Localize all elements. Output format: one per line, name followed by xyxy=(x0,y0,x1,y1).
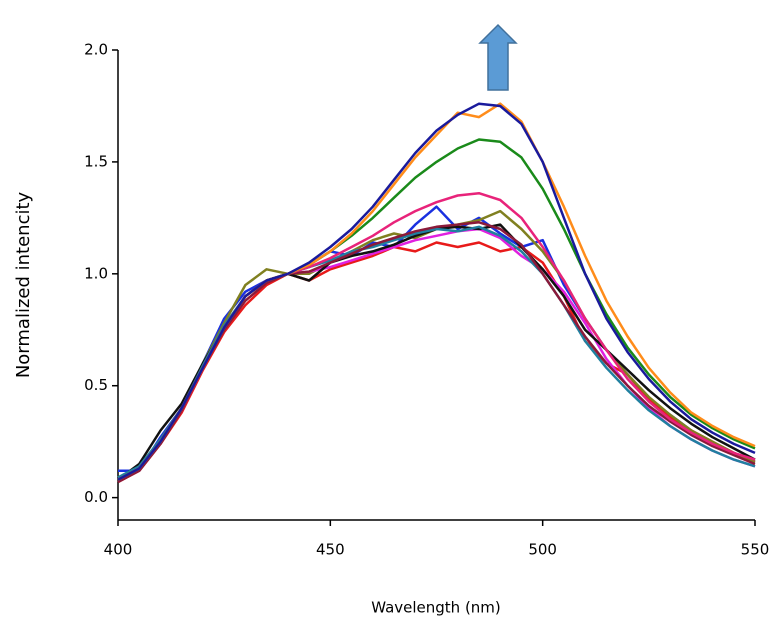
x-axis-title: Wavelength (nm) xyxy=(371,599,501,617)
y-tick-label: 0.5 xyxy=(84,376,108,394)
y-tick-label: 0.0 xyxy=(84,488,108,506)
series-line xyxy=(117,227,756,481)
x-tick-label: 450 xyxy=(316,541,345,559)
y-tick-label: 1.0 xyxy=(84,264,108,282)
up-arrow xyxy=(478,23,518,91)
x-tick-label: 550 xyxy=(741,541,770,559)
series-line xyxy=(117,241,756,484)
series-line xyxy=(118,205,756,473)
x-tick-label: 400 xyxy=(104,541,133,559)
y-tick-label: 1.5 xyxy=(84,152,108,170)
series-line xyxy=(117,102,756,481)
series-line xyxy=(117,102,756,481)
y-axis-title: Normalized intencity xyxy=(13,191,34,378)
series-line xyxy=(117,138,756,481)
x-tick-label: 500 xyxy=(528,541,557,559)
y-tick-label: 2.0 xyxy=(84,41,108,59)
